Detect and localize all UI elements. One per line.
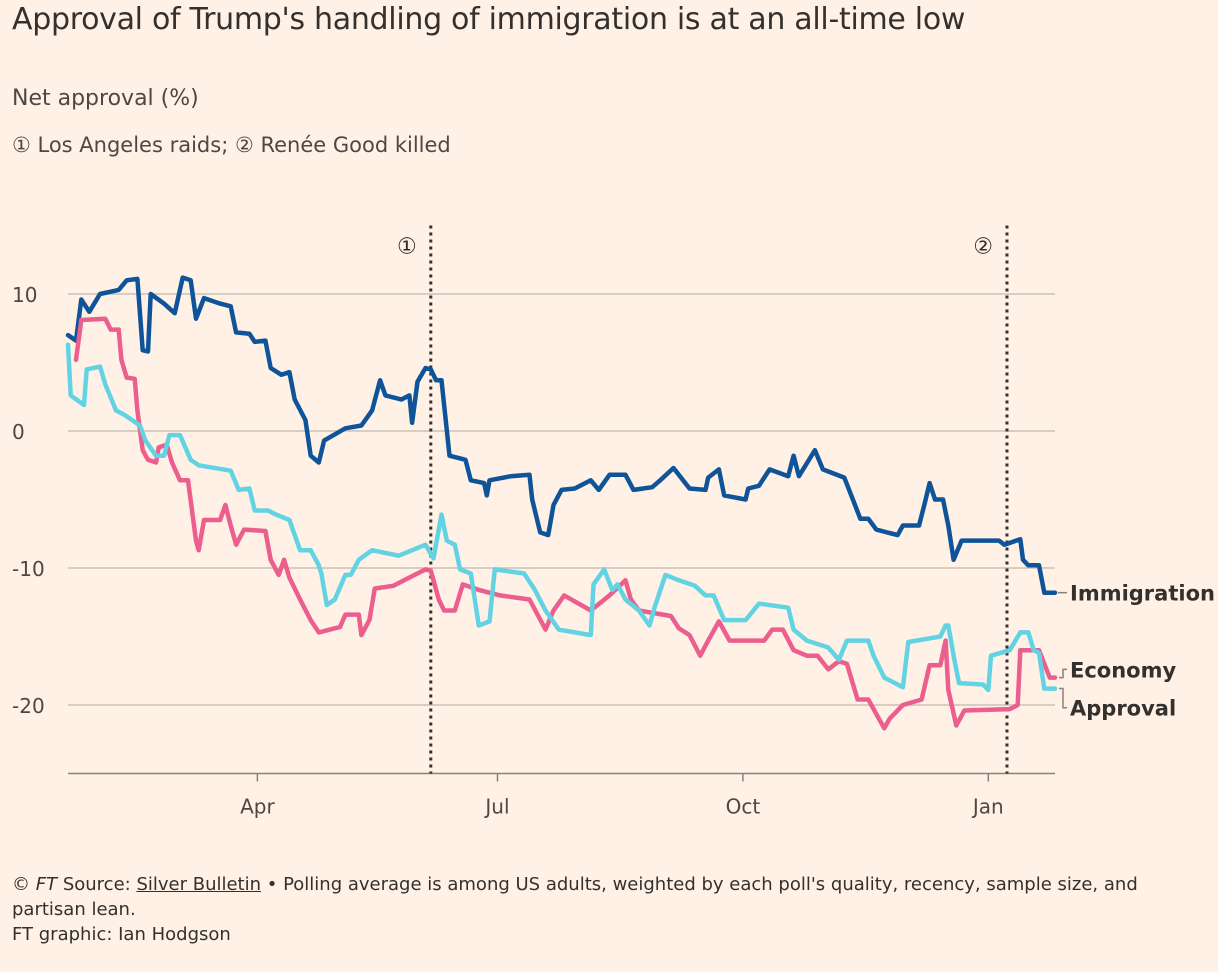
source-link[interactable]: Silver Bulletin: [136, 874, 262, 895]
chart-title: Approval of Trump's handling of immigrat…: [12, 2, 966, 37]
footer: © FT Source: Silver Bulletin • Polling a…: [12, 872, 1192, 947]
series-label-economy: Economy: [1070, 658, 1176, 682]
source-prefix: Source:: [57, 874, 137, 895]
series-line-economy: [73, 316, 1058, 731]
x-tick-label: Jul: [483, 795, 509, 819]
event-marker: ①: [397, 235, 417, 260]
source-note: • Polling average is among US adults, we…: [12, 874, 1138, 920]
y-tick-label: 0: [12, 420, 25, 444]
series-line-immigration: [65, 275, 1058, 595]
series-label-immigration: Immigration: [1070, 582, 1215, 606]
copyright: ©: [12, 874, 36, 895]
series-line-approval: [65, 342, 1058, 693]
x-tick-label: Apr: [240, 795, 275, 819]
x-tick-label: Jan: [971, 795, 1004, 819]
label-connector: [1059, 668, 1067, 679]
event-marker: ②: [973, 235, 993, 260]
series-label-approval: Approval: [1070, 697, 1176, 721]
ft-label: FT: [35, 874, 58, 895]
chart-subtitle: Net approval (%): [12, 86, 199, 111]
graphic-credit: FT graphic: Ian Hodgson: [12, 924, 231, 945]
y-tick-label: -20: [12, 694, 45, 718]
x-tick-label: Oct: [726, 795, 761, 819]
y-tick-label: -10: [12, 557, 45, 581]
event-legend: ① Los Angeles raids; ② Renée Good killed: [12, 133, 451, 157]
y-tick-label: 10: [12, 283, 37, 307]
label-connector: [1059, 687, 1067, 709]
